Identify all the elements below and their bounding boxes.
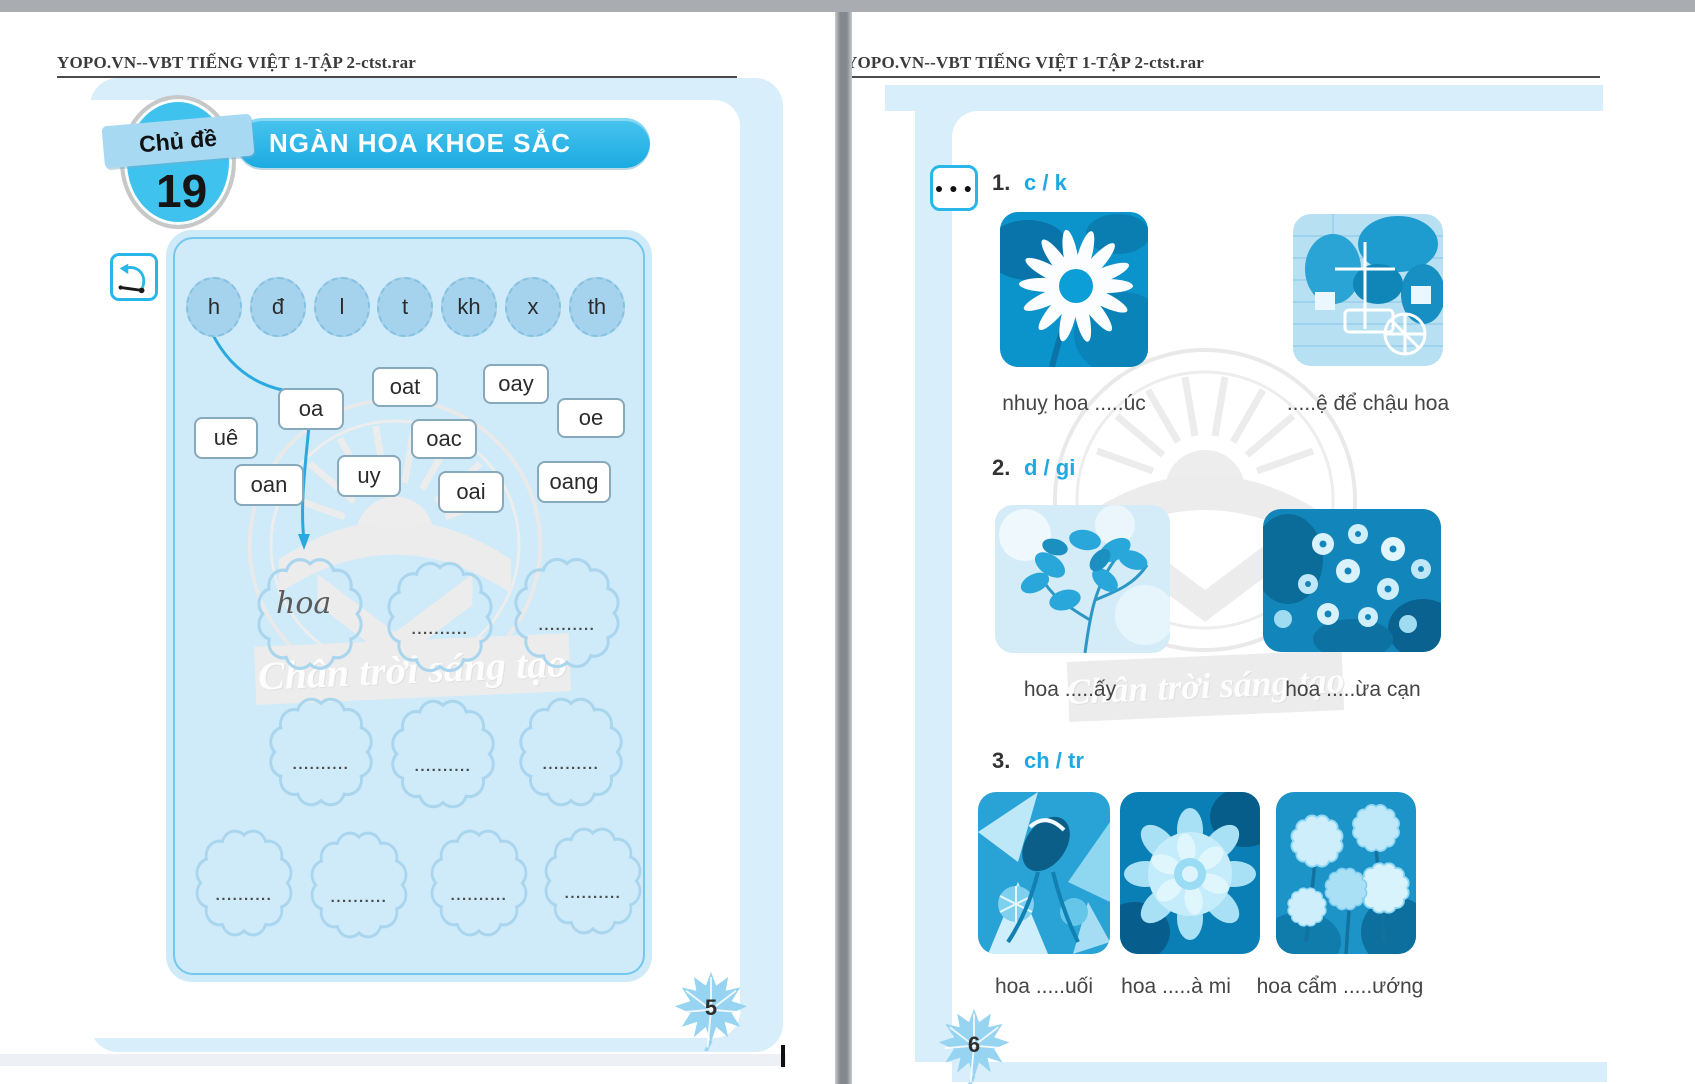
letter-circle-h[interactable]: h [186, 277, 242, 337]
exercise3-number: 3. [992, 748, 1011, 773]
page-number-leaf-6: 6 [932, 1002, 1016, 1084]
answer-flower[interactable]: .......... [378, 552, 502, 682]
left-page[interactable]: YOPO.VN--VBT TIẾNG VIỆT 1-TẬP 2-ctst.rar… [0, 12, 835, 1084]
answer-blank: .......... [215, 886, 273, 904]
letter-circle-kh[interactable]: kh [441, 277, 497, 337]
letter-circle-th[interactable]: th [569, 277, 625, 337]
daisy-flower-photo [1000, 212, 1148, 367]
page-number-leaf-5: 5 [668, 965, 754, 1051]
rhyme-box-oang[interactable]: oang [537, 461, 611, 503]
rhyme-box-uy[interactable]: uy [337, 455, 401, 497]
rhyme-box-oac[interactable]: oac [411, 419, 477, 459]
ellipsis-icon: ● ● ● [930, 165, 978, 211]
rhyme-box-oai[interactable]: oai [438, 471, 504, 513]
letter-circle-t[interactable]: t [377, 277, 433, 337]
rhyme-box-oay[interactable]: oay [483, 364, 549, 404]
text-cursor [781, 1045, 785, 1067]
page-divider [835, 0, 852, 1084]
answer-flower[interactable]: hoa [248, 548, 372, 680]
matching-activity-border [173, 237, 645, 975]
document-header-left: YOPO.VN--VBT TIẾNG VIỆT 1-TẬP 2-ctst.rar [57, 53, 417, 72]
answer-blank: .......... [542, 755, 600, 773]
bougainvillea-photo [995, 505, 1170, 653]
letter-circle-l[interactable]: l [314, 277, 370, 337]
exercise1-caption-1: nhuỵ hoa .....úc [1002, 392, 1146, 415]
exercise1-number: 1. [992, 170, 1011, 195]
rhyme-box-ue[interactable]: uê [194, 417, 258, 459]
exercise1-caption-2: .....ệ để chậu hoa [1286, 392, 1450, 415]
answer-blank: .......... [292, 755, 350, 773]
answer-blank: .......... [411, 620, 469, 638]
carnation-flowers-photo [1276, 792, 1416, 954]
answer-blank: .......... [538, 616, 596, 634]
answer-flower[interactable]: .......... [260, 688, 382, 816]
exercise2-letter-pair: d / gi [1024, 455, 1076, 480]
lesson-title-bar: NGÀN HOA KHOE SẮC [237, 118, 650, 168]
sample-answer-word: hoa [276, 586, 332, 621]
rhyme-box-oa[interactable]: oa [278, 388, 344, 430]
viewer-top-bar [0, 0, 1695, 12]
page-top-band [885, 85, 1603, 111]
exercise2-caption-2: hoa .....ừa cạn [1285, 678, 1421, 701]
rhyme-box-oat[interactable]: oat [372, 367, 438, 407]
rhyme-box-oan[interactable]: oan [234, 464, 304, 506]
right-page[interactable]: YOPO.VN--VBT TIẾNG VIỆT 1-TẬP 2-ctst.rar… [845, 12, 1695, 1084]
page-number: 5 [704, 995, 718, 1020]
theme-badge-number: 19 [156, 165, 208, 217]
header-underline-right [845, 76, 1600, 78]
theme-badge-label: Chủ đề [137, 124, 218, 157]
document-header-right: YOPO.VN--VBT TIẾNG VIỆT 1-TẬP 2-ctst.rar [845, 53, 1205, 72]
flower-cart-photo [1293, 214, 1443, 366]
letter-circle-d[interactable]: đ [250, 277, 306, 337]
connect-icon [110, 253, 158, 301]
page-bottom-band [952, 1062, 1607, 1082]
exercise3-caption-2: hoa .....à mi [1121, 975, 1231, 998]
banana-flower-photo [978, 792, 1110, 954]
answer-flower[interactable]: .......... [302, 822, 416, 948]
page-left-band [915, 85, 953, 1062]
answer-flower[interactable]: .......... [422, 820, 536, 946]
exercise3-letter-pair: ch / tr [1024, 748, 1084, 773]
answer-blank: .......... [414, 757, 472, 775]
exercise1-letter-pair: c / k [1024, 170, 1067, 195]
camellia-flower-photo [1120, 792, 1260, 954]
answer-flower[interactable]: .......... [382, 690, 504, 818]
answer-blank: .......... [564, 884, 622, 902]
letter-circle-x[interactable]: x [505, 277, 561, 337]
exercise2-number: 2. [992, 455, 1011, 480]
exercise2-caption-1: hoa .....ấy [1023, 678, 1117, 701]
lesson-title: NGÀN HOA KHOE SẮC [269, 127, 572, 158]
answer-flower[interactable]: .......... [187, 820, 301, 946]
header-underline-left [57, 76, 737, 78]
answer-blank: .......... [450, 886, 508, 904]
periwinkle-flowers-photo [1263, 509, 1441, 652]
exercise3-caption-1: hoa .....uối [994, 975, 1094, 998]
page-number: 6 [967, 1032, 981, 1057]
exercise3-caption-3: hoa cẩm .....ướng [1256, 975, 1424, 998]
answer-blank: .......... [330, 888, 388, 906]
rhyme-box-oe[interactable]: oe [557, 398, 625, 438]
answer-flower[interactable]: .......... [505, 548, 629, 678]
answer-flower[interactable]: .......... [510, 688, 632, 816]
page-bottom-strip [0, 1054, 786, 1066]
answer-flower[interactable]: .......... [536, 818, 650, 944]
